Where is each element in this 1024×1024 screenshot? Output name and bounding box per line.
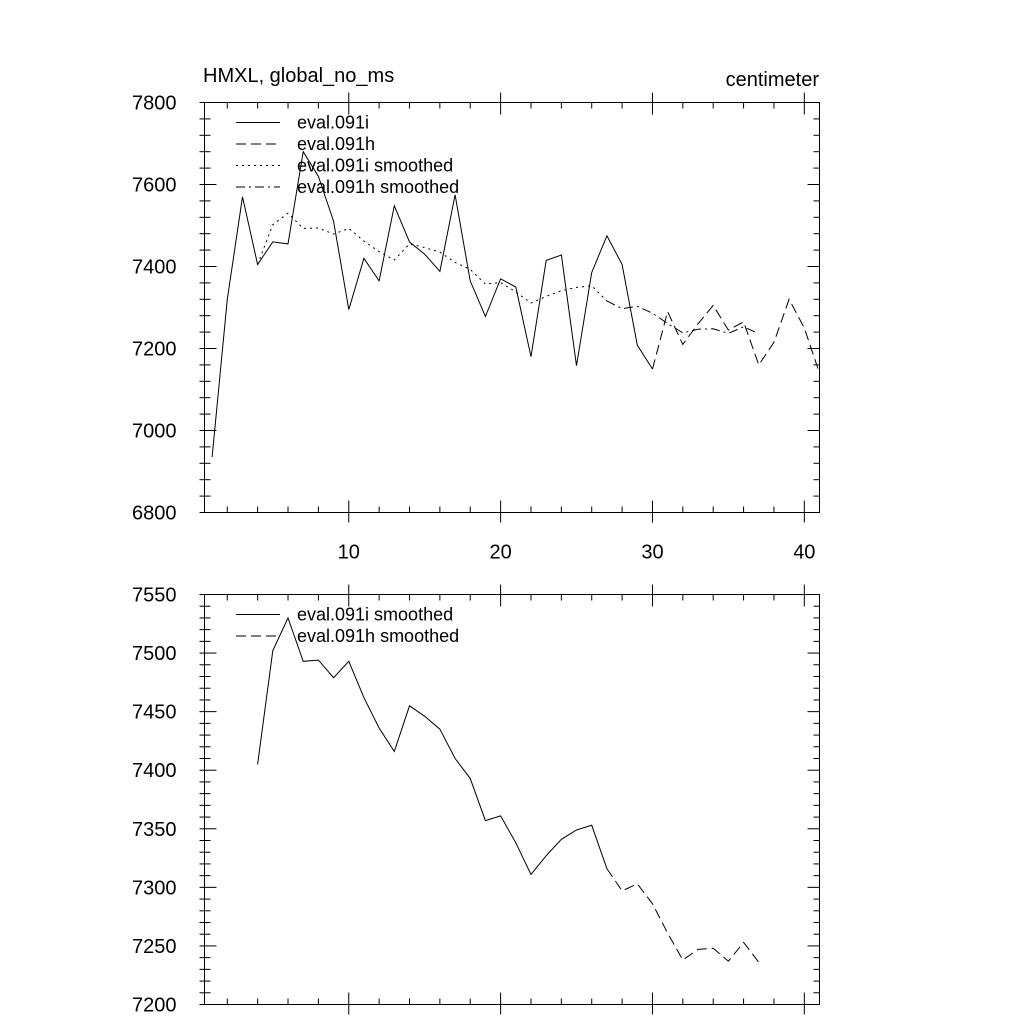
- top-panel: HMXL, global_no_ms centimeter 6800 7000 72…: [132, 65, 820, 564]
- top-panel-x-tick-label: 10: [338, 542, 360, 564]
- top-panel-y-tick-label: 7800: [132, 93, 177, 115]
- top-panel-y-tick-label: 7600: [132, 175, 177, 197]
- top-panel-x-tick-labels: 10 20 30 40: [338, 542, 816, 564]
- bottom-panel-ticks: [199, 584, 820, 1015]
- top-panel-x-tick-label: 40: [793, 542, 815, 564]
- bottom-panel-y-tick-label: 7350: [132, 819, 177, 841]
- bottom-panel-y-tick-label: 7250: [132, 936, 177, 958]
- bottom-panel-series: [257, 616, 760, 963]
- top-panel-series-eval-091i: [211, 150, 653, 458]
- top-panel-y-tick-labels: 6800 7000 7200 7400 7600 7800: [132, 93, 177, 525]
- top-panel-legend-label-eval-091i-smoothed: eval.091i smoothed: [297, 156, 453, 176]
- top-panel-legend-label-eval-091h: eval.091h: [297, 134, 375, 154]
- bottom-panel-series-eval-091h-smoothed: [606, 868, 760, 963]
- top-panel-y-tick-label: 7200: [132, 339, 177, 361]
- top-panel-y-tick-label: 6800: [132, 503, 177, 525]
- top-panel-x-tick-label: 20: [489, 542, 511, 564]
- top-panel-series: [211, 150, 820, 458]
- top-panel-title: HMXL, global_no_ms: [203, 65, 394, 87]
- top-panel-series-eval-091i-smoothed: [257, 212, 608, 304]
- bottom-panel-y-tick-label: 7200: [132, 995, 177, 1017]
- bottom-panel-y-tick-label: 7400: [132, 760, 177, 782]
- top-panel-x-tick-label: 30: [641, 542, 663, 564]
- top-panel-ticks: [199, 92, 820, 523]
- top-panel-y-tick-label: 7000: [132, 421, 177, 443]
- bottom-panel: 7200 7250 7300 7350 7400 7450 7500 7550 eval.09…: [132, 584, 820, 1017]
- top-panel-series-eval-091h: [652, 298, 820, 374]
- top-panel-legend-label-eval-091i: eval.091i: [297, 113, 369, 133]
- top-panel-series-eval-091h-smoothed: [606, 300, 760, 335]
- bottom-panel-y-tick-label: 7500: [132, 643, 177, 665]
- bottom-panel-y-tick-label: 7550: [132, 585, 177, 607]
- bottom-panel-y-tick-labels: 7200 7250 7300 7350 7400 7450 7500 7550: [132, 585, 177, 1017]
- bottom-panel-legend-label-eval-091h-smoothed: eval.091h smoothed: [297, 626, 459, 646]
- bottom-panel-y-tick-label: 7300: [132, 877, 177, 899]
- bottom-panel-plot-frame: [204, 594, 820, 1005]
- top-panel-y-tick-label: 7400: [132, 257, 177, 279]
- bottom-panel-y-tick-label: 7450: [132, 702, 177, 724]
- top-panel-plot-frame: [204, 102, 820, 513]
- top-panel-units-label: centimeter: [726, 69, 820, 91]
- bottom-panel-series-eval-091i-smoothed: [257, 616, 608, 876]
- bottom-panel-legend-label-eval-091i-smoothed: eval.091i smoothed: [297, 605, 453, 625]
- top-panel-legend-label-eval-091h-smoothed: eval.091h smoothed: [297, 177, 459, 197]
